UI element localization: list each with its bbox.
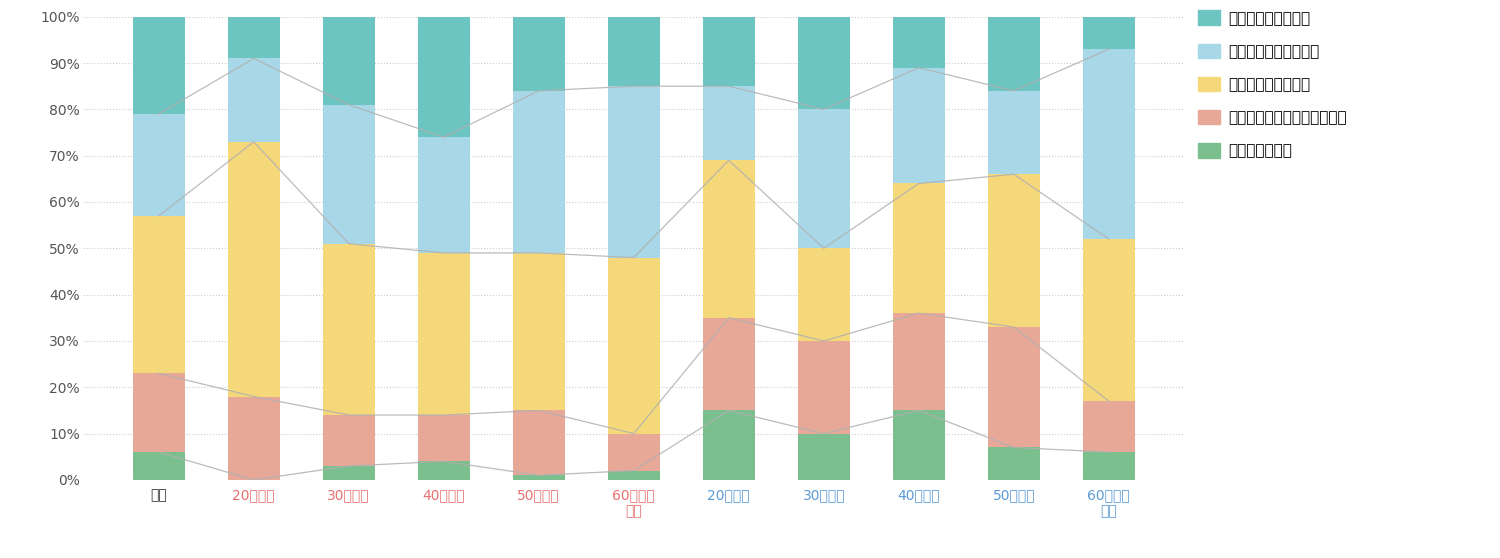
Bar — [608, 86, 660, 258]
Bar — [322, 415, 375, 466]
Bar — [702, 17, 754, 86]
Bar — [132, 17, 184, 114]
Bar — [1083, 49, 1136, 239]
Bar — [892, 17, 945, 68]
Bar — [702, 86, 754, 160]
Bar — [417, 253, 470, 415]
Bar — [608, 258, 660, 434]
Bar — [228, 17, 280, 59]
Bar — [513, 17, 566, 91]
Bar — [132, 373, 184, 452]
Bar — [513, 253, 566, 411]
Bar — [132, 216, 184, 373]
Bar — [1083, 239, 1136, 401]
Bar — [892, 313, 945, 411]
Bar — [987, 174, 1039, 327]
Bar — [417, 137, 470, 253]
Bar — [702, 160, 754, 318]
Bar — [322, 105, 375, 244]
Bar — [417, 461, 470, 480]
Bar — [987, 91, 1039, 174]
Bar — [892, 411, 945, 480]
Bar — [513, 475, 566, 480]
Bar — [798, 341, 850, 434]
Bar — [513, 91, 566, 253]
Bar — [322, 244, 375, 415]
Bar — [798, 17, 850, 109]
Bar — [228, 59, 280, 142]
Bar — [702, 411, 754, 480]
Bar — [417, 415, 470, 461]
Bar — [417, 17, 470, 137]
Bar — [798, 434, 850, 480]
Bar — [608, 470, 660, 480]
Bar — [702, 318, 754, 411]
Bar — [1083, 17, 1136, 49]
Bar — [608, 17, 660, 86]
Bar — [132, 452, 184, 480]
Bar — [798, 248, 850, 341]
Bar — [608, 434, 660, 470]
Bar — [892, 184, 945, 313]
Bar — [798, 109, 850, 248]
Bar — [1083, 401, 1136, 452]
Legend: 全く利用したくない, あまり利用したくない, どちらとも言えない, どちらかと言えば利用したい, ぜひ利用したい: 全く利用したくない, あまり利用したくない, どちらとも言えない, どちらかと言… — [1198, 11, 1347, 158]
Bar — [987, 327, 1039, 448]
Bar — [322, 466, 375, 480]
Bar — [1083, 452, 1136, 480]
Bar — [892, 68, 945, 184]
Bar — [513, 411, 566, 475]
Bar — [228, 397, 280, 480]
Bar — [987, 17, 1039, 91]
Bar — [987, 448, 1039, 480]
Bar — [228, 142, 280, 397]
Bar — [132, 114, 184, 216]
Bar — [322, 17, 375, 105]
